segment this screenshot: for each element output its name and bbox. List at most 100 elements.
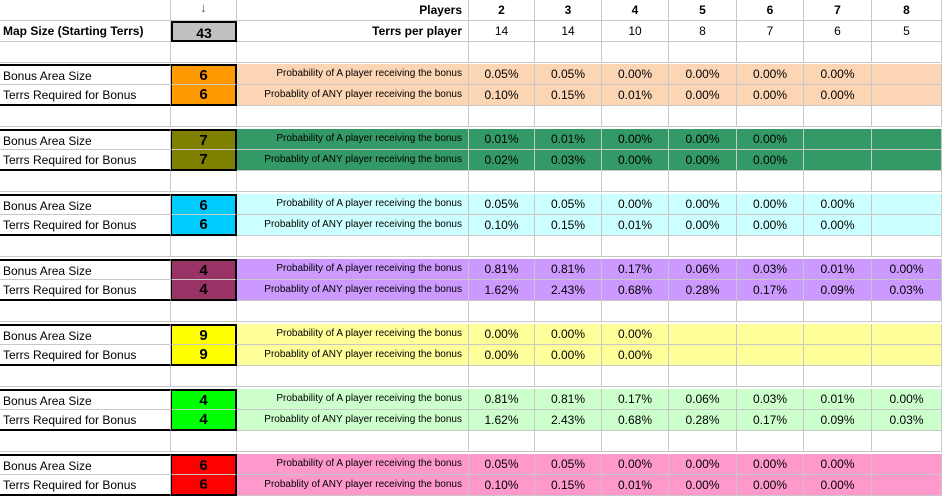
- probability-value[interactable]: 0.05%: [535, 454, 602, 475]
- cell-blank[interactable]: [804, 106, 872, 127]
- players-count[interactable]: 3: [535, 0, 602, 21]
- probability-value[interactable]: 0.00%: [872, 389, 942, 410]
- cell-blank[interactable]: [535, 366, 602, 387]
- cell-blank[interactable]: [737, 236, 804, 257]
- probability-value[interactable]: 0.68%: [602, 280, 669, 301]
- probability-value[interactable]: 0.00%: [669, 475, 737, 496]
- cell-blank[interactable]: [0, 301, 171, 322]
- probability-value[interactable]: 0.00%: [669, 454, 737, 475]
- terrs-required-label[interactable]: Terrs Required for Bonus: [0, 345, 171, 366]
- probability-value[interactable]: 0.81%: [535, 389, 602, 410]
- probability-value[interactable]: 0.00%: [669, 215, 737, 236]
- probability-value[interactable]: 0.00%: [669, 64, 737, 85]
- probability-value[interactable]: 0.05%: [469, 64, 535, 85]
- probability-value[interactable]: [872, 475, 942, 496]
- probability-value[interactable]: 0.05%: [469, 194, 535, 215]
- terrs-required-value[interactable]: 6: [171, 85, 237, 106]
- terrs-per-player-value[interactable]: 8: [669, 21, 737, 42]
- probability-value[interactable]: 0.81%: [469, 389, 535, 410]
- cell-blank[interactable]: [171, 301, 237, 322]
- probability-value[interactable]: 0.00%: [669, 194, 737, 215]
- cell-blank[interactable]: [535, 301, 602, 322]
- players-count[interactable]: 7: [804, 0, 872, 21]
- probability-value[interactable]: [872, 129, 942, 150]
- cell-blank[interactable]: [872, 42, 942, 63]
- probability-value[interactable]: 0.00%: [669, 150, 737, 171]
- probability-value[interactable]: 0.10%: [469, 85, 535, 106]
- cell-blank[interactable]: [669, 106, 737, 127]
- probability-value[interactable]: [737, 324, 804, 345]
- probability-description[interactable]: Probablity of ANY player receiving the b…: [237, 410, 469, 431]
- cell-blank[interactable]: [872, 236, 942, 257]
- probability-value[interactable]: 0.03%: [872, 410, 942, 431]
- terrs-required-label[interactable]: Terrs Required for Bonus: [0, 280, 171, 301]
- probability-description[interactable]: Probablity of ANY player receiving the b…: [237, 150, 469, 171]
- probability-value[interactable]: 0.01%: [602, 85, 669, 106]
- cell-blank[interactable]: [171, 106, 237, 127]
- cell-blank[interactable]: [602, 301, 669, 322]
- bonus-area-size-value[interactable]: 7: [171, 129, 237, 150]
- probability-value[interactable]: 0.68%: [602, 410, 669, 431]
- probability-value[interactable]: 0.17%: [602, 389, 669, 410]
- cell-blank[interactable]: [237, 42, 469, 63]
- cell-blank[interactable]: [535, 431, 602, 452]
- cell-blank[interactable]: [737, 431, 804, 452]
- players-count[interactable]: 2: [469, 0, 535, 21]
- probability-value[interactable]: 0.00%: [602, 194, 669, 215]
- probability-value[interactable]: 0.00%: [669, 129, 737, 150]
- probability-description[interactable]: Probability of A player receiving the bo…: [237, 454, 469, 475]
- probability-value[interactable]: 0.00%: [804, 64, 872, 85]
- probability-value[interactable]: 2.43%: [535, 410, 602, 431]
- probability-value[interactable]: 0.15%: [535, 85, 602, 106]
- bonus-area-size-value[interactable]: 4: [171, 259, 237, 280]
- players-count[interactable]: 8: [872, 0, 942, 21]
- probability-value[interactable]: 0.00%: [737, 454, 804, 475]
- probability-value[interactable]: 0.00%: [602, 129, 669, 150]
- bonus-area-size-label[interactable]: Bonus Area Size: [0, 259, 171, 280]
- probability-value[interactable]: 0.09%: [804, 410, 872, 431]
- cell-blank[interactable]: [804, 171, 872, 192]
- probability-value[interactable]: 0.15%: [535, 215, 602, 236]
- probability-value[interactable]: 0.01%: [602, 475, 669, 496]
- cell-blank[interactable]: [602, 42, 669, 63]
- players-count[interactable]: 5: [669, 0, 737, 21]
- cell-blank[interactable]: [669, 171, 737, 192]
- probability-value[interactable]: 0.03%: [737, 259, 804, 280]
- probability-value[interactable]: 0.28%: [669, 410, 737, 431]
- probability-value[interactable]: 0.10%: [469, 475, 535, 496]
- cell-blank[interactable]: [737, 106, 804, 127]
- probability-value[interactable]: 0.00%: [804, 215, 872, 236]
- cell-blank[interactable]: [469, 106, 535, 127]
- cell-blank[interactable]: [171, 366, 237, 387]
- cell-blank[interactable]: [535, 42, 602, 63]
- cell-blank[interactable]: [0, 366, 171, 387]
- probability-value[interactable]: 0.05%: [535, 194, 602, 215]
- cell-blank[interactable]: [469, 366, 535, 387]
- terrs-required-value[interactable]: 4: [171, 280, 237, 301]
- probability-value[interactable]: [669, 324, 737, 345]
- cell-blank[interactable]: [0, 431, 171, 452]
- probability-description[interactable]: Probablity of ANY player receiving the b…: [237, 280, 469, 301]
- probability-value[interactable]: [804, 324, 872, 345]
- cell-blank[interactable]: [669, 431, 737, 452]
- probability-value[interactable]: 0.00%: [602, 345, 669, 366]
- cell-blank[interactable]: [469, 431, 535, 452]
- bonus-area-size-label[interactable]: Bonus Area Size: [0, 129, 171, 150]
- bonus-area-size-label[interactable]: Bonus Area Size: [0, 454, 171, 475]
- cell-blank[interactable]: [237, 431, 469, 452]
- probability-value[interactable]: [804, 129, 872, 150]
- cell-blank[interactable]: [804, 431, 872, 452]
- probability-value[interactable]: 0.28%: [669, 280, 737, 301]
- probability-value[interactable]: [872, 454, 942, 475]
- terrs-per-player-value[interactable]: 10: [602, 21, 669, 42]
- probability-value[interactable]: 0.02%: [469, 150, 535, 171]
- probability-description[interactable]: Probability of A player receiving the bo…: [237, 64, 469, 85]
- terrs-per-player-value[interactable]: 5: [872, 21, 942, 42]
- probability-value[interactable]: 0.06%: [669, 259, 737, 280]
- probability-value[interactable]: 0.00%: [804, 475, 872, 496]
- cell-blank[interactable]: [872, 366, 942, 387]
- cell-blank[interactable]: [171, 236, 237, 257]
- terrs-required-label[interactable]: Terrs Required for Bonus: [0, 410, 171, 431]
- probability-value[interactable]: [872, 345, 942, 366]
- map-size-label[interactable]: Map Size (Starting Terrs): [0, 21, 171, 42]
